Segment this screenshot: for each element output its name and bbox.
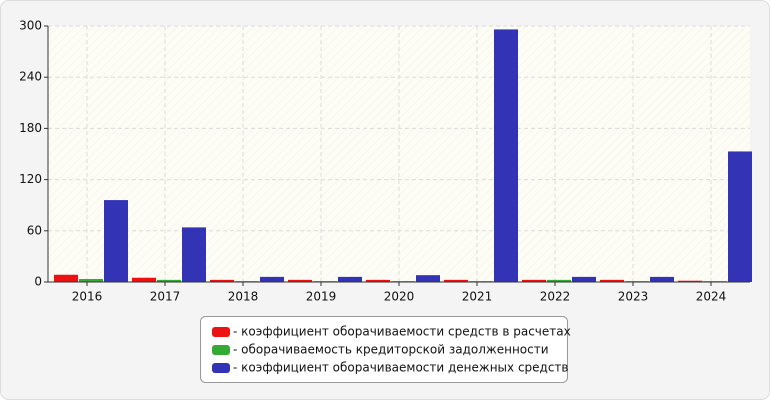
- x-tick-label: 2020: [384, 290, 415, 304]
- x-tick-label: 2023: [618, 290, 649, 304]
- x-tick-label: 2018: [228, 290, 259, 304]
- y-tick-label: 240: [19, 70, 42, 84]
- bar: [182, 227, 206, 282]
- legend: [200, 316, 568, 383]
- bar: [366, 279, 390, 282]
- x-tick-label: 2016: [72, 290, 103, 304]
- bar: [650, 276, 674, 282]
- legend-label: - коэффициент оборачиваемости денежных с…: [233, 361, 569, 375]
- legend-label: - оборачиваемость кредиторской задолженн…: [233, 343, 549, 357]
- bar: [444, 279, 468, 282]
- bar: [547, 279, 571, 282]
- bar: [728, 151, 752, 282]
- bar: [104, 200, 128, 282]
- x-tick-label: 2021: [462, 290, 493, 304]
- bar: [678, 280, 702, 282]
- x-tick-label: 2024: [696, 290, 727, 304]
- bar: [210, 279, 234, 282]
- y-tick-label: 60: [27, 223, 42, 237]
- x-tick-label: 2022: [540, 290, 571, 304]
- bar: [79, 279, 103, 282]
- bar: [522, 279, 546, 282]
- bar: [494, 29, 518, 283]
- legend-swatch: [212, 363, 230, 373]
- y-tick-label: 120: [19, 172, 42, 186]
- y-tick-label: 300: [19, 19, 42, 33]
- bar: [338, 276, 362, 282]
- x-tick-label: 2017: [150, 290, 181, 304]
- bar: [572, 276, 596, 282]
- legend-swatch: [212, 327, 230, 337]
- bar: [157, 279, 181, 282]
- x-tick-label: 2019: [306, 290, 337, 304]
- bar: [600, 279, 624, 282]
- y-tick-label: 0: [34, 275, 42, 289]
- bar: [416, 275, 440, 282]
- bar: [288, 279, 312, 282]
- bar: [54, 274, 78, 282]
- bar: [132, 277, 156, 282]
- bar: [260, 276, 284, 282]
- legend-label: - коэффициент оборачиваемости средств в …: [233, 325, 571, 339]
- y-tick-label: 180: [19, 121, 42, 135]
- legend-swatch: [212, 345, 230, 355]
